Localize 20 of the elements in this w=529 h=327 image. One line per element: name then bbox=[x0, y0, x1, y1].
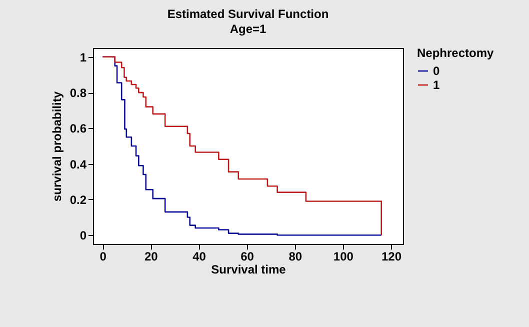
x-axis-title: Survival time bbox=[211, 262, 286, 276]
x-tick-label: 0 bbox=[100, 250, 107, 264]
x-tick-label: 40 bbox=[192, 250, 206, 264]
y-tick-label: 0.8 bbox=[70, 86, 87, 100]
x-tick-label: 60 bbox=[240, 250, 254, 264]
x-tick-label: 20 bbox=[144, 250, 158, 264]
chart-subtitle: Age=1 bbox=[230, 22, 266, 36]
y-axis-title: survival probability bbox=[50, 91, 64, 202]
y-tick-label: 0 bbox=[80, 228, 87, 243]
legend-label: 0 bbox=[433, 64, 440, 78]
x-tick-label: 100 bbox=[333, 250, 354, 264]
legend-title: Nephrectomy bbox=[417, 46, 494, 60]
x-tick-label: 80 bbox=[288, 250, 302, 264]
x-tick-label: 120 bbox=[381, 250, 402, 264]
y-tick-label: 0.2 bbox=[70, 192, 87, 207]
y-tick-label: 1 bbox=[80, 50, 87, 64]
y-tick-label: 0.4 bbox=[70, 157, 87, 172]
legend-label: 1 bbox=[433, 78, 440, 92]
y-tick-label: 0.6 bbox=[70, 122, 87, 136]
chart-title: Estimated Survival Function bbox=[167, 7, 329, 21]
